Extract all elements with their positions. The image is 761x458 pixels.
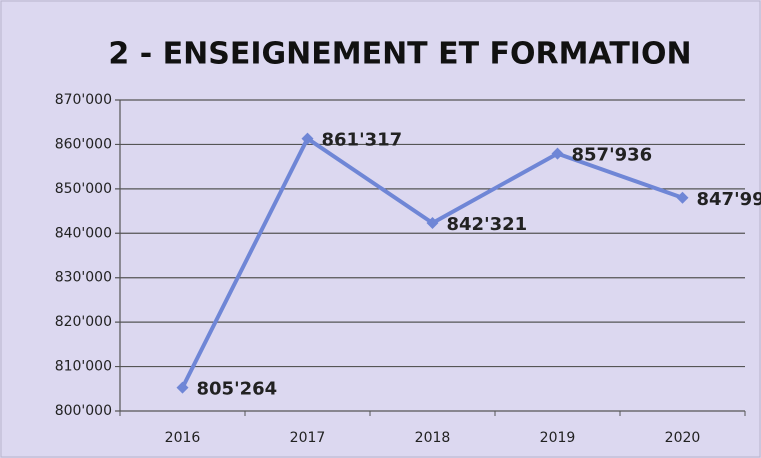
marker [676,191,689,204]
data-label: 847'996 [697,189,761,210]
data-label: 857'936 [572,145,653,166]
marker [551,147,564,160]
data-label: 842'321 [447,214,528,235]
data-label: 861'317 [322,130,403,151]
y-tick-label: 850'000 [55,181,112,197]
marker [426,216,439,229]
marker [301,132,314,145]
x-tick-label: 2017 [290,430,326,446]
y-tick-label: 820'000 [55,314,112,330]
y-tick-label: 860'000 [55,136,112,152]
y-tick-label: 840'000 [55,225,112,241]
x-tick-label: 2016 [165,430,201,446]
y-tick-label: 810'000 [55,359,112,375]
y-tick-label: 830'000 [55,270,112,286]
y-tick-label: 870'000 [55,92,112,108]
x-tick-label: 2019 [540,430,576,446]
chart-title: 2 - ENSEIGNEMENT ET FORMATION [108,37,691,72]
y-tick-label: 800'000 [55,403,112,419]
data-label: 805'264 [197,379,278,400]
marker [176,381,189,394]
x-tick-label: 2018 [415,430,451,446]
x-tick-label: 2020 [665,430,701,446]
